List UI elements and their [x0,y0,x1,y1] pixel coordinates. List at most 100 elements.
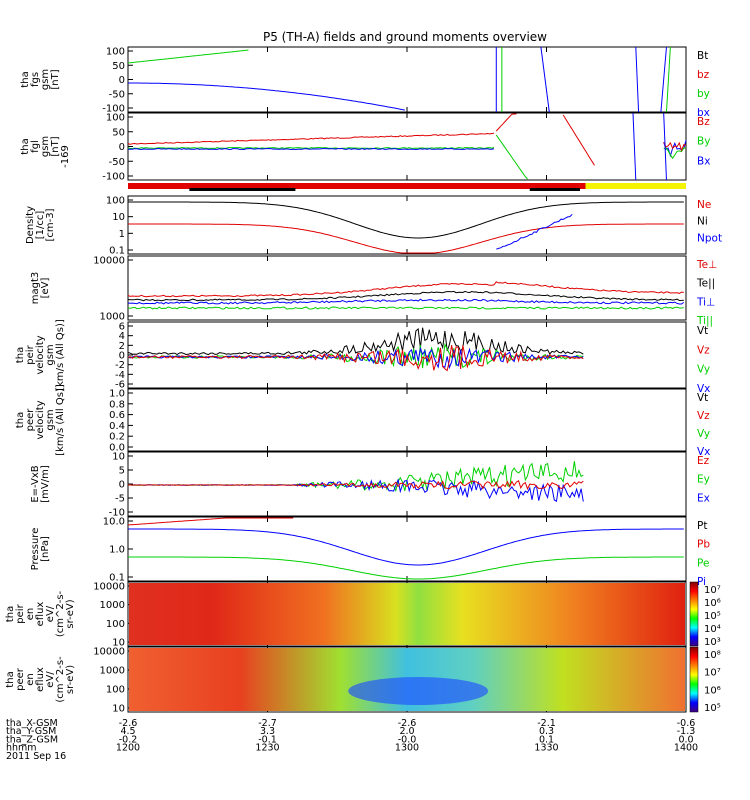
y-tick-label: 0.4 [109,421,125,432]
y-axis-label-line: [km/s (All Qs)] [55,319,66,391]
y-axis-label-line: [cm-3] [45,208,56,241]
legend-entry: bx [697,107,710,119]
y-tick-label: 1.0 [109,389,125,400]
legend-entry: Ex [697,492,710,504]
series-Bx [127,147,495,151]
footer-row-label: tha_X-GSM [6,718,58,729]
status-bar-red [128,183,586,189]
y-axis-label-line: gsm [45,344,56,365]
y-axis-label-line: E=-VxB [30,465,41,502]
legend-entry: Te⊥ [696,259,717,271]
panel-frame [127,112,687,181]
series-bx [128,82,405,111]
y-axis-label-line: tha [20,138,31,154]
series-Bz [127,132,495,145]
y-axis-label-line: gsm [40,69,51,90]
y-axis-label-line: [eV] [40,278,51,299]
legend-entry: Vt [697,392,708,404]
y-axis-label: Pressure [nPa] [30,528,51,571]
y-axis-label: tha peer en eflux eV/(cm^2-s-sr-eV) [5,656,76,703]
series-By [127,146,495,150]
y-tick-label: 10 [112,704,125,715]
y-axis-extra-label-text: -169 [60,145,71,168]
series-Vt [127,327,584,356]
y-axis-label-line: (cm^2-s- [55,590,66,637]
y-tick-label: -100 [102,172,125,183]
y-axis-label: tha peir velocity gsm [km/s (All Qs)] [15,319,66,391]
y-axis-label-line: eV/ [45,605,56,622]
legend-entry: Vz [697,344,710,356]
footer-value: -0.2 [119,734,138,745]
y-tick-label: 100 [106,47,125,58]
y-tick-label: -5 [115,494,125,505]
footer-value: 1200 [116,743,140,754]
panel-frame [127,516,687,582]
y-tick-label: 0 [119,142,125,153]
figure-title: P5 (TH-A) fields and ground moments over… [263,30,547,44]
y-tick-label: 100 [106,685,125,696]
legend-entry: Ne [697,199,711,211]
footer-value: -2.6 [119,718,138,729]
y-tick-label: -4 [115,370,125,381]
colorbar-label: 10⁷ [704,585,721,596]
y-axis-label-line: [mV/m] [40,465,51,503]
y-tick-label: -2 [115,360,125,371]
series-Tipar [127,306,684,310]
y-tick-label: 0.6 [109,410,125,421]
y-tick-label: 0 [119,351,125,362]
legend-entry: bz [697,69,710,81]
status-bar-yellow [585,183,686,189]
y-axis-label-line: [nT] [50,136,61,156]
panel-frame [127,451,687,517]
colorbar-label: 10⁶ [704,598,721,609]
y-tick-label: -50 [109,89,125,100]
legend-entry: Npot [697,232,722,244]
y-tick-label: 10.0 [103,517,125,528]
footer-value: -0.1 [258,734,277,745]
legend-entry: Ez [697,455,710,467]
y-tick-label: 10000 [93,256,125,267]
colorbar-label: 10⁸ [704,650,721,661]
footer-row-label: hhmm [6,743,37,754]
series-By [663,147,687,160]
panel-frame [127,646,687,713]
y-tick-label: 100 [106,113,125,124]
footer-value: 4.5 [120,726,135,737]
colorbar-label: 10⁴ [704,624,721,635]
legend-entry: Pb [697,539,710,551]
footer-value: -0.6 [677,718,696,729]
y-axis-label-line: fgl [30,140,41,153]
series-Bx [632,112,637,181]
footer-value: -0.0 [398,734,417,745]
colorbar-label: 10⁵ [704,703,721,714]
series-Bz [663,141,687,152]
colorbar [689,646,699,713]
y-tick-label: 0 [119,75,125,86]
y-tick-label: 1000 [100,312,125,323]
legend-entry: Vx [697,383,710,395]
y-axis-label-line: tha [15,412,26,428]
y-tick-label: 10000 [93,582,125,593]
y-tick-label: 10 [112,638,125,649]
y-tick-label: 100 [106,619,125,630]
series-bx [635,46,640,113]
y-tick-label: 1000 [100,600,125,611]
series-Ne [128,223,684,254]
footer-value: 0.1 [539,734,554,745]
legend-entry: Vx [697,446,710,458]
y-axis-label-line: tha [15,347,26,363]
y-axis-label: magt3 [eV] [30,272,51,305]
series-Teperp [127,281,684,298]
footer-value: 0.3 [539,726,554,737]
y-axis-label-line: sr-eV) [65,665,76,694]
y-axis-label-line: tha [5,606,16,622]
legend-entry: by [697,88,710,100]
series-by [127,49,249,64]
legend-entry: Bz [697,116,710,128]
y-tick-label: 6 [119,322,125,333]
y-axis-label-line: [nT] [50,69,61,89]
legend-entry: Te|| [696,278,715,290]
y-axis-label-line: (cm^2-s- [55,656,66,703]
y-tick-label: 10 [112,452,125,463]
y-axis-label-line: peir [15,603,26,623]
